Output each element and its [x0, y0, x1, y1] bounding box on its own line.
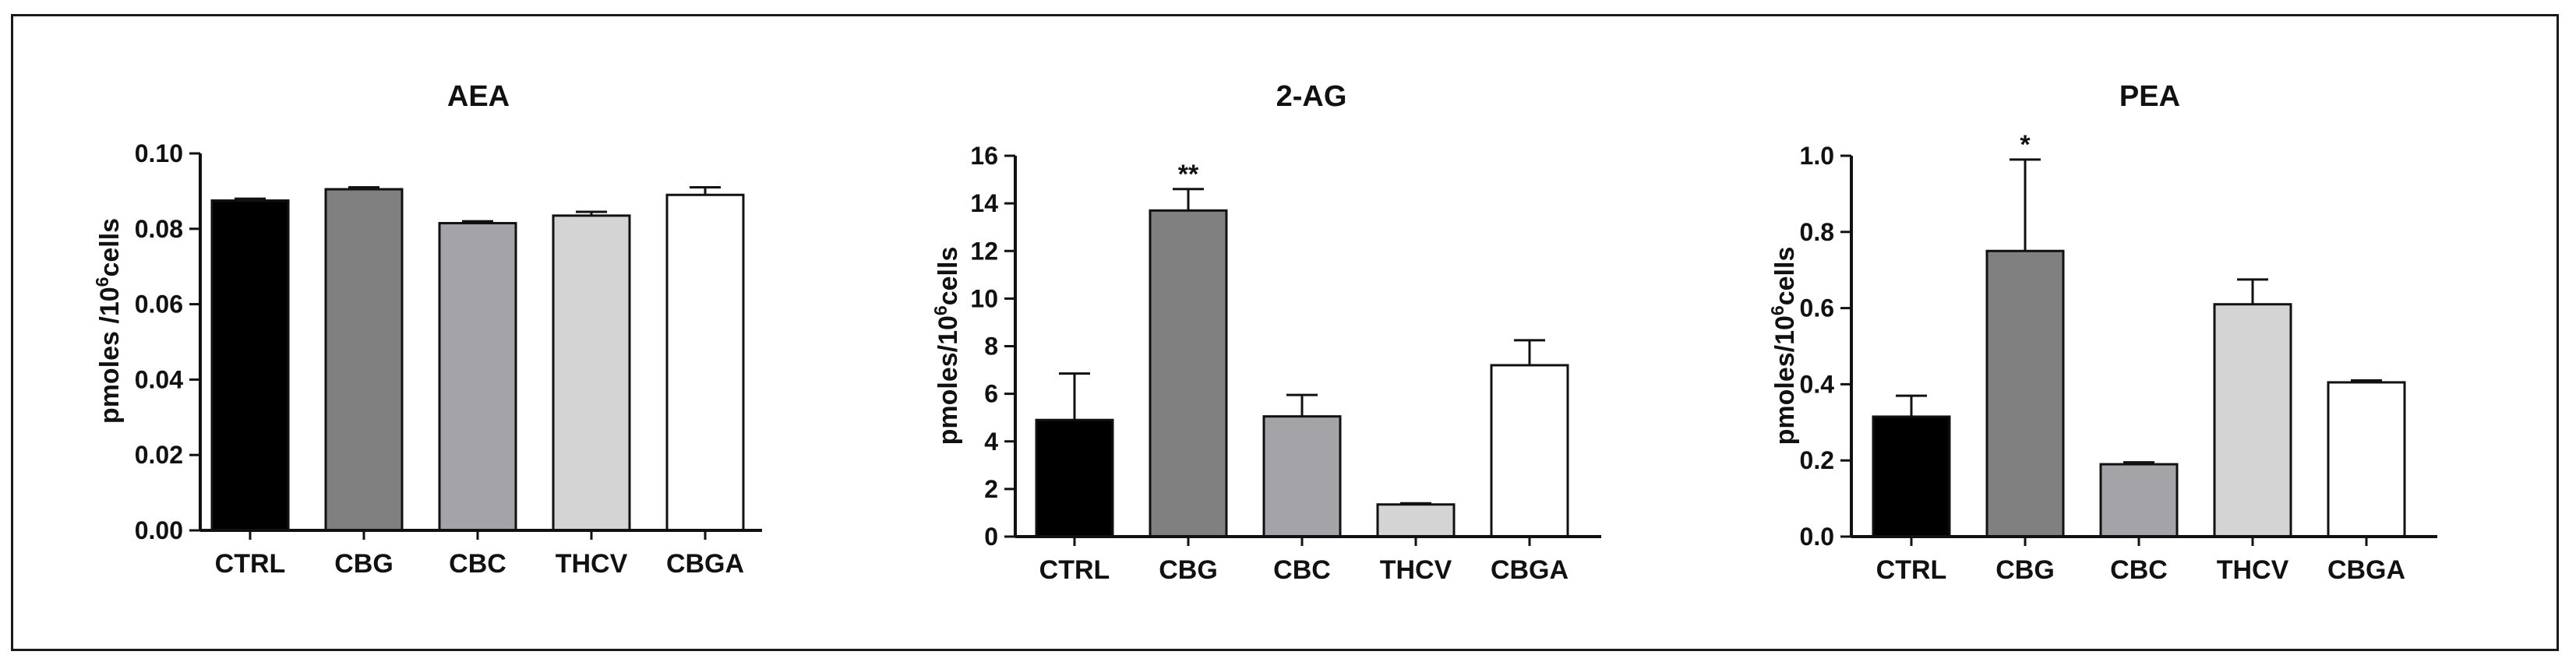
y-axis-label-tail: cells: [95, 218, 125, 277]
y-axis-label-sup: 6: [930, 305, 951, 315]
y-axis-label: pmoles /106cells: [92, 218, 125, 424]
bar: [1035, 418, 1114, 538]
significance-label: *: [2020, 130, 2031, 160]
bar: [665, 193, 745, 532]
chart-panel-aea: AEA pmoles /106cells 0.00 0.02 0.04 0.06 0.0…: [92, 80, 762, 579]
bar: [2327, 381, 2406, 538]
y-axis-label-main: pmoles/10: [1770, 315, 1800, 445]
y-axis-label-main: pmoles/10: [933, 315, 963, 445]
bar: [1149, 209, 1228, 538]
y-axis-label-tail: cells: [1770, 247, 1800, 306]
bar: [324, 188, 404, 532]
bar: [1872, 415, 1951, 538]
x-tick-label: CBC: [2110, 555, 2168, 585]
y-tick-label: 0.02: [135, 441, 183, 469]
y-tick-label: 1.0: [1800, 142, 1834, 170]
chart-title: AEA: [447, 80, 510, 113]
x-tick-label: CBGA: [666, 549, 744, 579]
y-tick-label: 12: [970, 237, 998, 265]
bar: [1490, 364, 1569, 538]
bar: [2099, 463, 2179, 538]
x-tick-label: CBG: [1996, 555, 2055, 585]
bar: [1985, 249, 2065, 538]
bar: [2213, 303, 2292, 538]
y-tick-label: 2: [984, 475, 998, 503]
bar: [1262, 415, 1342, 538]
x-tick-label: CBGA: [1491, 555, 1569, 585]
bar: [552, 214, 631, 532]
figure-frame: [11, 14, 2559, 651]
x-tick-label: CBC: [1273, 555, 1331, 585]
y-tick-label: 0.06: [135, 290, 183, 319]
x-tick-label: THCV: [2217, 555, 2289, 585]
y-tick-label: 10: [970, 284, 998, 312]
x-tick-label: THCV: [1380, 555, 1452, 585]
significance-label: **: [1178, 160, 1199, 189]
x-tick-label: CTRL: [1039, 555, 1110, 585]
y-axis-label: pmoles/106cells: [930, 247, 963, 445]
y-tick-label: 0.4: [1800, 370, 1835, 398]
y-tick-label: 6: [984, 380, 998, 408]
y-tick-label: 0.8: [1800, 218, 1834, 246]
y-tick-label: 4: [984, 428, 998, 456]
x-tick-label: CBGA: [2327, 555, 2405, 585]
x-tick-label: CTRL: [215, 549, 286, 579]
y-axis-label-sup: 6: [92, 277, 112, 287]
y-axis-label-sup: 6: [1767, 305, 1787, 315]
y-tick-label: 14: [970, 189, 998, 217]
y-tick-label: 0.08: [135, 215, 183, 243]
y-tick-label: 0.0: [1800, 523, 1834, 551]
chart-panel-2ag: 2-AG pmoles/106cells 0246810121416CTRL**…: [930, 80, 1601, 585]
bar: [210, 199, 290, 532]
chart-title: 2-AG: [1276, 80, 1347, 113]
x-tick-label: CBG: [334, 549, 393, 579]
chart-panel-pea: PEA pmoles/106cells 0.0 0.2 0.4 0.6 0.8 1.0 CT…: [1767, 80, 2437, 585]
bar: [438, 222, 517, 532]
chart-title: PEA: [2119, 80, 2180, 113]
x-tick-label: CTRL: [1876, 555, 1947, 585]
y-tick-label: 0.10: [135, 139, 183, 167]
y-tick-label: 0.2: [1800, 446, 1834, 474]
x-tick-label: THCV: [556, 549, 628, 579]
y-tick-label: 16: [970, 142, 998, 170]
y-axis-label: pmoles/106cells: [1767, 247, 1800, 445]
bar: [1376, 503, 1456, 538]
y-tick-label: 0.04: [135, 365, 183, 393]
y-tick-label: 0.6: [1800, 294, 1834, 322]
y-axis-label-main: pmoles /10: [95, 287, 125, 424]
y-tick-label: 8: [984, 333, 998, 361]
y-tick-label: 0: [984, 523, 998, 551]
y-axis-label-tail: cells: [933, 247, 963, 306]
y-tick-label: 0.00: [135, 516, 183, 544]
x-tick-label: CBC: [449, 549, 506, 579]
x-tick-label: CBG: [1159, 555, 1218, 585]
